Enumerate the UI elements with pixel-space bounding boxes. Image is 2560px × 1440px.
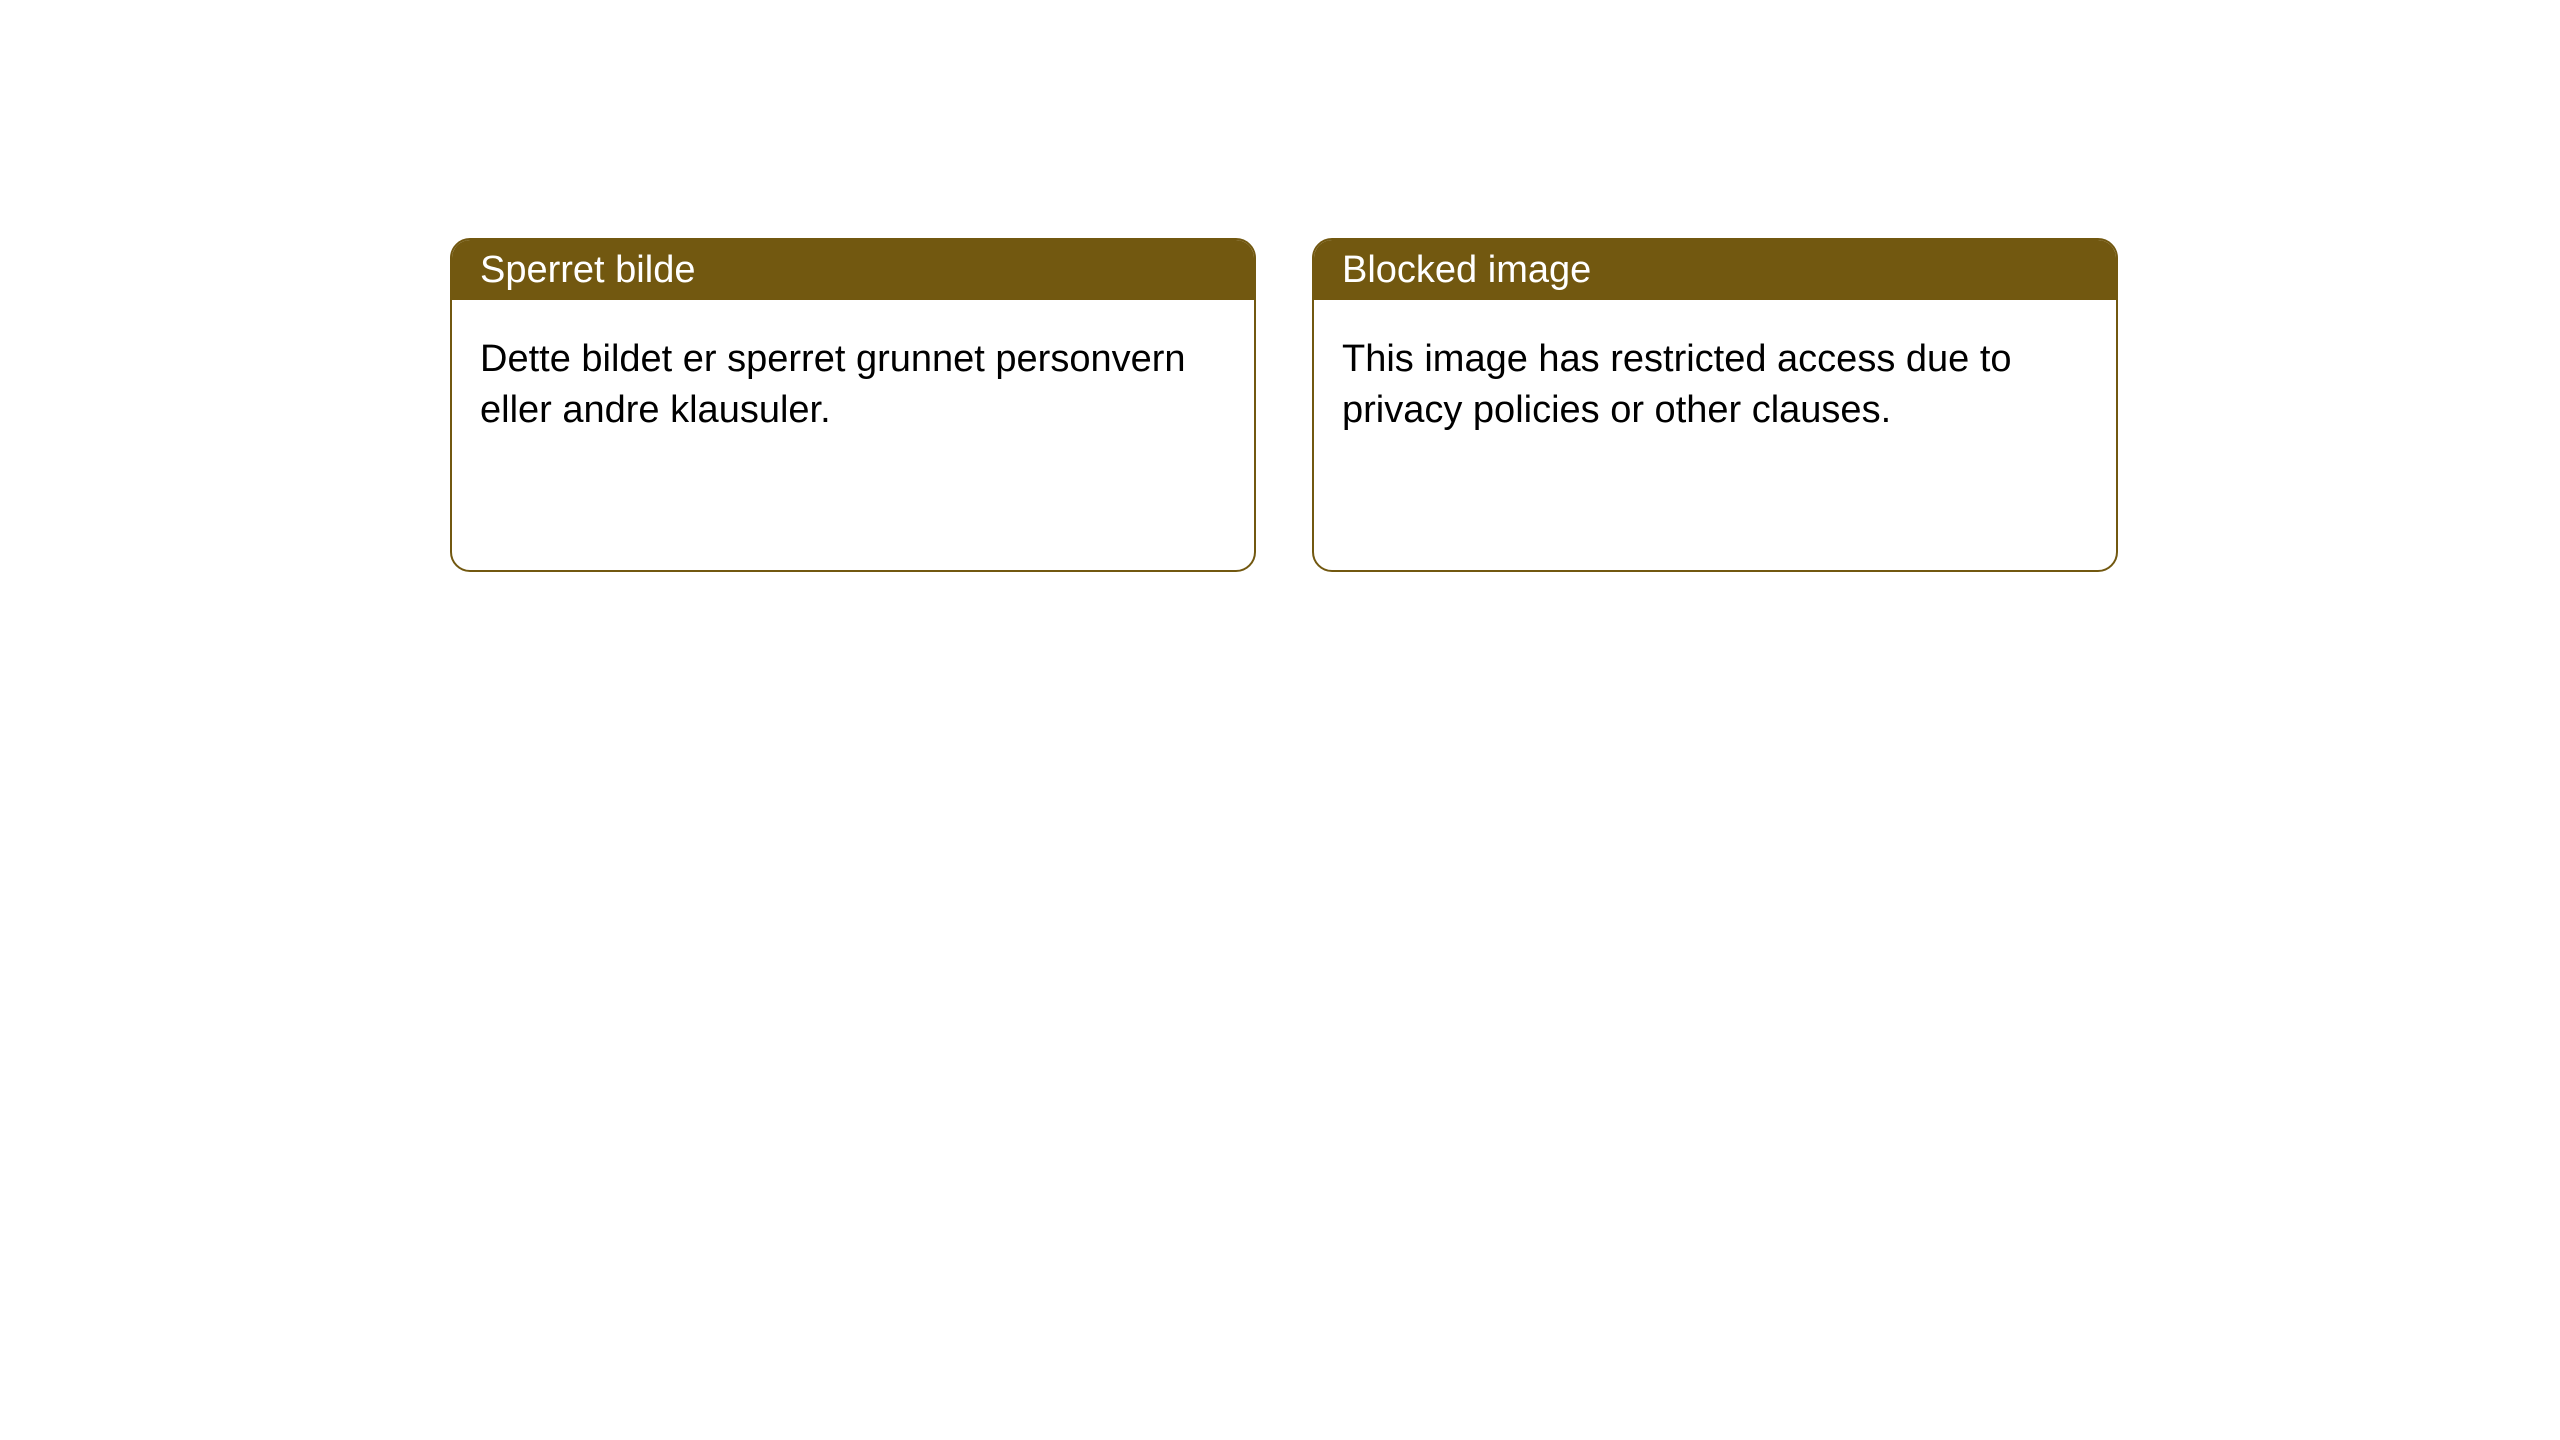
card-title-english: Blocked image [1342,249,1591,292]
blocked-image-card-english: Blocked image This image has restricted … [1312,238,2118,572]
card-text-norwegian: Dette bildet er sperret grunnet personve… [480,338,1186,431]
card-text-english: This image has restricted access due to … [1342,338,2012,431]
card-body-english: This image has restricted access due to … [1314,300,2116,471]
notice-container: Sperret bilde Dette bildet er sperret gr… [0,0,2560,572]
card-body-norwegian: Dette bildet er sperret grunnet personve… [452,300,1254,471]
card-header-english: Blocked image [1314,240,2116,300]
blocked-image-card-norwegian: Sperret bilde Dette bildet er sperret gr… [450,238,1256,572]
card-header-norwegian: Sperret bilde [452,240,1254,300]
card-title-norwegian: Sperret bilde [480,249,695,292]
